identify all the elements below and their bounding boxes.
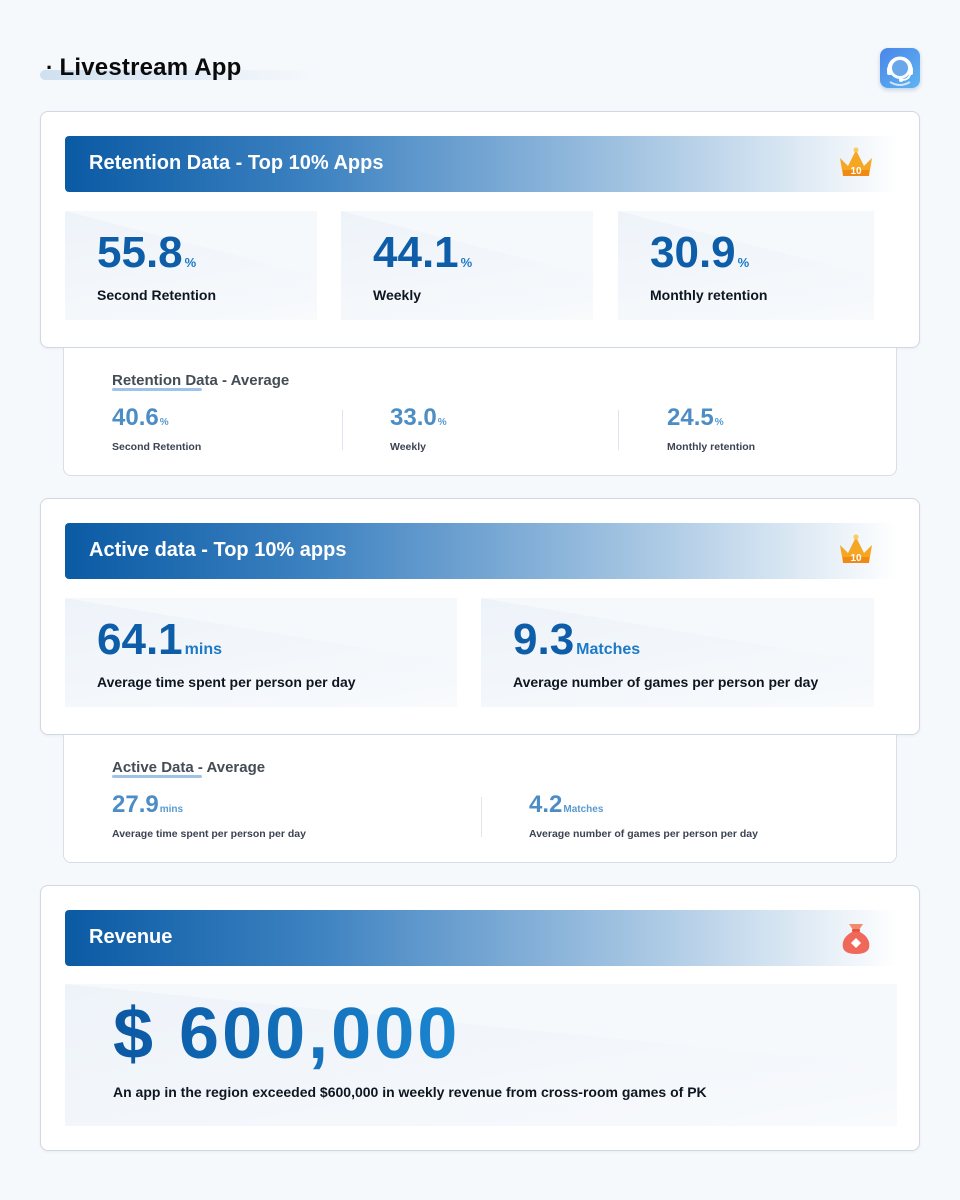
retention-average-stat-second: 40.6% Second Retention — [112, 404, 201, 453]
revenue-card: Revenue $ 600,000 An app in the region e… — [40, 885, 920, 1151]
page-title-text: Livestream App — [59, 54, 242, 81]
active-top-stat-games: 9.3 Matches Average number of games per p… — [481, 598, 874, 707]
stat-value: 30.9% — [650, 228, 750, 277]
active-top-title: Active data - Top 10% apps — [89, 539, 347, 561]
avg-label: Monthly retention — [667, 441, 756, 453]
divider — [481, 797, 482, 837]
page-header: · Livestream App — [40, 48, 920, 92]
title-bullet: · — [46, 55, 54, 80]
avg-value: 4.2Matches — [529, 791, 604, 818]
revenue-description: An app in the region exceeded $600,000 i… — [113, 1084, 707, 1100]
revenue-header: Revenue — [65, 910, 897, 966]
avg-value: 27.9mins — [112, 791, 184, 818]
active-top-card: Active data - Top 10% apps 10 64.1 mins A… — [40, 498, 920, 735]
avg-value: 40.6% — [112, 404, 169, 431]
svg-text:10: 10 — [850, 553, 862, 564]
stat-value: 64.1 mins — [97, 615, 222, 664]
stat-label: Weekly — [373, 287, 421, 303]
stat-value: 44.1% — [373, 228, 473, 277]
crown-top10-icon: 10 — [837, 533, 875, 569]
retention-top-stat-monthly: 30.9% Monthly retention — [618, 211, 874, 320]
stat-label: Monthly retention — [650, 287, 768, 303]
retention-top-stat-second: 55.8% Second Retention — [65, 211, 317, 320]
stat-label: Average time spent per person per day — [97, 674, 356, 690]
title-underline — [40, 70, 320, 80]
avg-label: Weekly — [390, 441, 426, 453]
stat-label: Average number of games per person per d… — [513, 674, 819, 690]
avg-value: 24.5% — [667, 404, 724, 431]
page-title: · Livestream App — [46, 54, 242, 82]
active-average-title: Active Data - Average — [112, 759, 266, 776]
retention-top-stat-weekly: 44.1% Weekly — [341, 211, 593, 320]
revenue-title: Revenue — [89, 926, 173, 948]
retention-top-card: Retention Data - Top 10% Apps 10 55.8% S… — [40, 111, 920, 348]
retention-top-title: Retention Data - Top 10% Apps — [89, 152, 384, 174]
retention-average-stat-weekly: 33.0% Weekly — [390, 404, 447, 453]
stat-value: 9.3 Matches — [513, 615, 641, 664]
avg-value: 33.0% — [390, 404, 447, 431]
active-average-stat-games: 4.2Matches Average number of games per p… — [529, 791, 758, 840]
crown-top10-icon: 10 — [837, 146, 875, 182]
active-average-card: Active Data - Average 27.9mins Average t… — [63, 735, 897, 863]
divider — [618, 410, 619, 450]
stat-label: Second Retention — [97, 287, 217, 303]
divider — [342, 410, 343, 450]
avg-title-underline — [112, 775, 202, 778]
headset-support-icon[interactable] — [880, 48, 920, 88]
revenue-value: $ 600,000 — [113, 994, 461, 1074]
active-top-stat-time: 64.1 mins Average time spent per person p… — [65, 598, 457, 707]
retention-average-card: Retention Data - Average 40.6% Second Re… — [63, 348, 897, 476]
avg-label: Average number of games per person per d… — [529, 828, 758, 840]
avg-label: Average time spent per person per day — [112, 828, 306, 840]
avg-title-underline — [112, 388, 202, 391]
avg-label: Second Retention — [112, 441, 202, 453]
retention-average-stat-monthly: 24.5% Monthly retention — [667, 404, 755, 453]
retention-top-header: Retention Data - Top 10% Apps 10 — [65, 136, 897, 192]
stat-value: 55.8% — [97, 228, 197, 277]
svg-text:10: 10 — [850, 166, 862, 177]
retention-average-title: Retention Data - Average — [112, 372, 290, 389]
active-top-header: Active data - Top 10% apps 10 — [65, 523, 897, 579]
active-average-stat-time: 27.9mins Average time spent per person p… — [112, 791, 306, 840]
money-bag-icon — [837, 920, 875, 956]
